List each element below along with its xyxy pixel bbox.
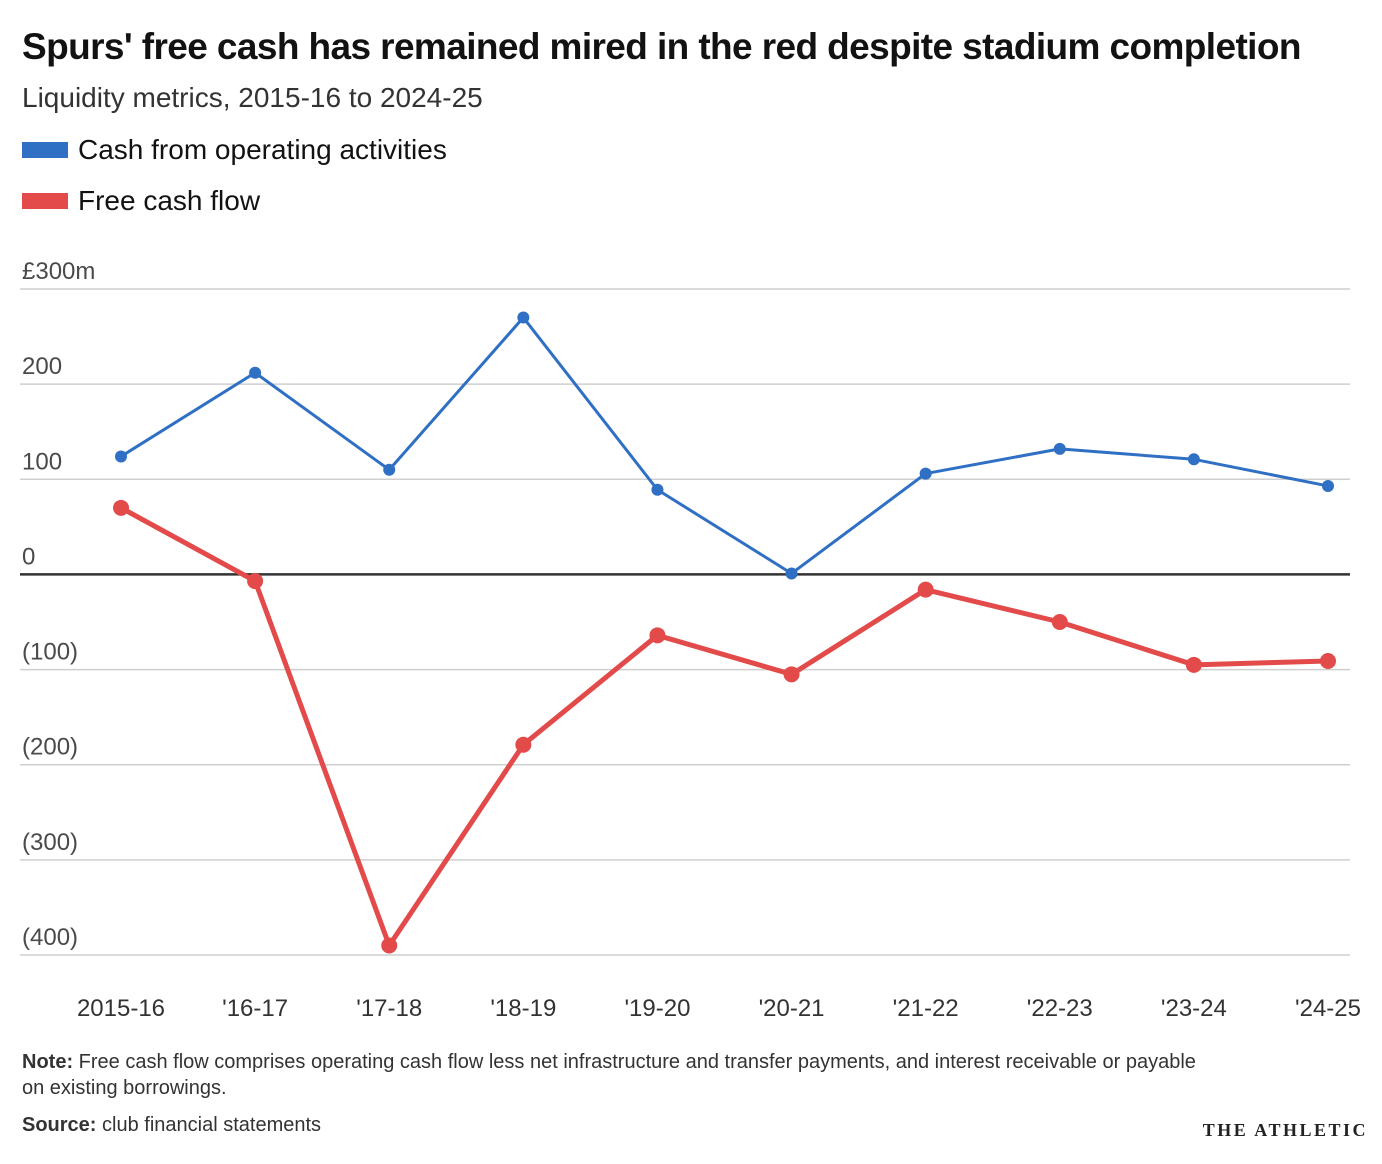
free-cash-flow-point bbox=[515, 736, 532, 753]
free-cash-flow-point bbox=[917, 581, 934, 598]
operating-cash-point bbox=[249, 366, 262, 379]
operating-cash-point bbox=[1187, 453, 1200, 466]
y-tick-label: 0 bbox=[22, 543, 35, 570]
source-label: Source: bbox=[22, 1114, 97, 1136]
chart-source: Source: club financial statements bbox=[22, 1114, 321, 1137]
x-tick-label: 2015-16 bbox=[77, 995, 165, 1022]
x-tick-label: '18-19 bbox=[490, 995, 556, 1022]
chart-title: Spurs' free cash has remained mired in t… bbox=[22, 26, 1301, 67]
free-cash-flow-point bbox=[1051, 614, 1068, 630]
legend-label-free-cash: Free cash flow bbox=[78, 185, 261, 216]
free-cash-flow-point bbox=[1320, 653, 1336, 670]
legend-item-free-cash: Free cash flow bbox=[22, 181, 447, 221]
y-tick-label: (300) bbox=[22, 829, 78, 856]
y-tick-label: 100 bbox=[22, 448, 62, 475]
x-tick-label: '17-18 bbox=[356, 995, 422, 1022]
free-cash-flow-point bbox=[783, 666, 800, 683]
y-tick-label: £300m bbox=[22, 258, 95, 285]
y-tick-label: (200) bbox=[22, 734, 78, 761]
free-cash-flow-point bbox=[649, 627, 666, 644]
x-tick-label: '24-25 bbox=[1295, 995, 1361, 1022]
note-label: Note: bbox=[22, 1051, 74, 1073]
x-tick-label: '21-22 bbox=[893, 995, 959, 1022]
chart-note: Note: Free cash flow comprises operating… bbox=[22, 1049, 1202, 1101]
y-tick-label: (100) bbox=[22, 639, 78, 666]
legend-swatch-operating bbox=[22, 142, 68, 158]
x-tick-label: '23-24 bbox=[1161, 995, 1227, 1022]
chart-legend: Cash from operating activities Free cash… bbox=[22, 130, 447, 232]
x-tick-label: '20-21 bbox=[759, 995, 825, 1022]
operating-cash-point bbox=[1322, 479, 1334, 492]
y-tick-label: (400) bbox=[22, 924, 78, 951]
legend-label-operating: Cash from operating activities bbox=[78, 134, 447, 165]
y-tick-label: 200 bbox=[22, 353, 62, 380]
note-text: Free cash flow comprises operating cash … bbox=[22, 1051, 1196, 1099]
operating-cash-point bbox=[115, 450, 127, 463]
legend-swatch-free-cash bbox=[22, 193, 68, 209]
line-chart: £300m 200 100 0 (100) (200) (300) (400) 2015-16 '… bbox=[20, 258, 1361, 1022]
operating-cash-point bbox=[383, 463, 396, 476]
x-tick-label: '16-17 bbox=[222, 995, 288, 1022]
operating-cash-point bbox=[517, 311, 530, 324]
operating-cash-point bbox=[785, 567, 798, 580]
brand-logo: THE ATHLETIC bbox=[1202, 1120, 1368, 1140]
operating-cash-point bbox=[1053, 442, 1066, 455]
x-tick-label: '19-20 bbox=[624, 995, 690, 1022]
free-cash-flow-point bbox=[1185, 656, 1202, 673]
x-tick-label: '22-23 bbox=[1027, 995, 1093, 1022]
chart-subtitle: Liquidity metrics, 2015-16 to 2024-25 bbox=[22, 82, 483, 113]
legend-item-operating: Cash from operating activities bbox=[22, 130, 447, 170]
source-text: club financial statements bbox=[102, 1114, 322, 1136]
free-cash-flow-line bbox=[118, 505, 1331, 948]
free-cash-flow-point bbox=[247, 573, 264, 590]
free-cash-flow-point bbox=[113, 499, 129, 516]
operating-cash-point bbox=[919, 467, 932, 480]
free-cash-flow-point bbox=[381, 937, 398, 954]
operating-cash-line bbox=[119, 316, 1330, 575]
operating-cash-point bbox=[651, 483, 664, 496]
